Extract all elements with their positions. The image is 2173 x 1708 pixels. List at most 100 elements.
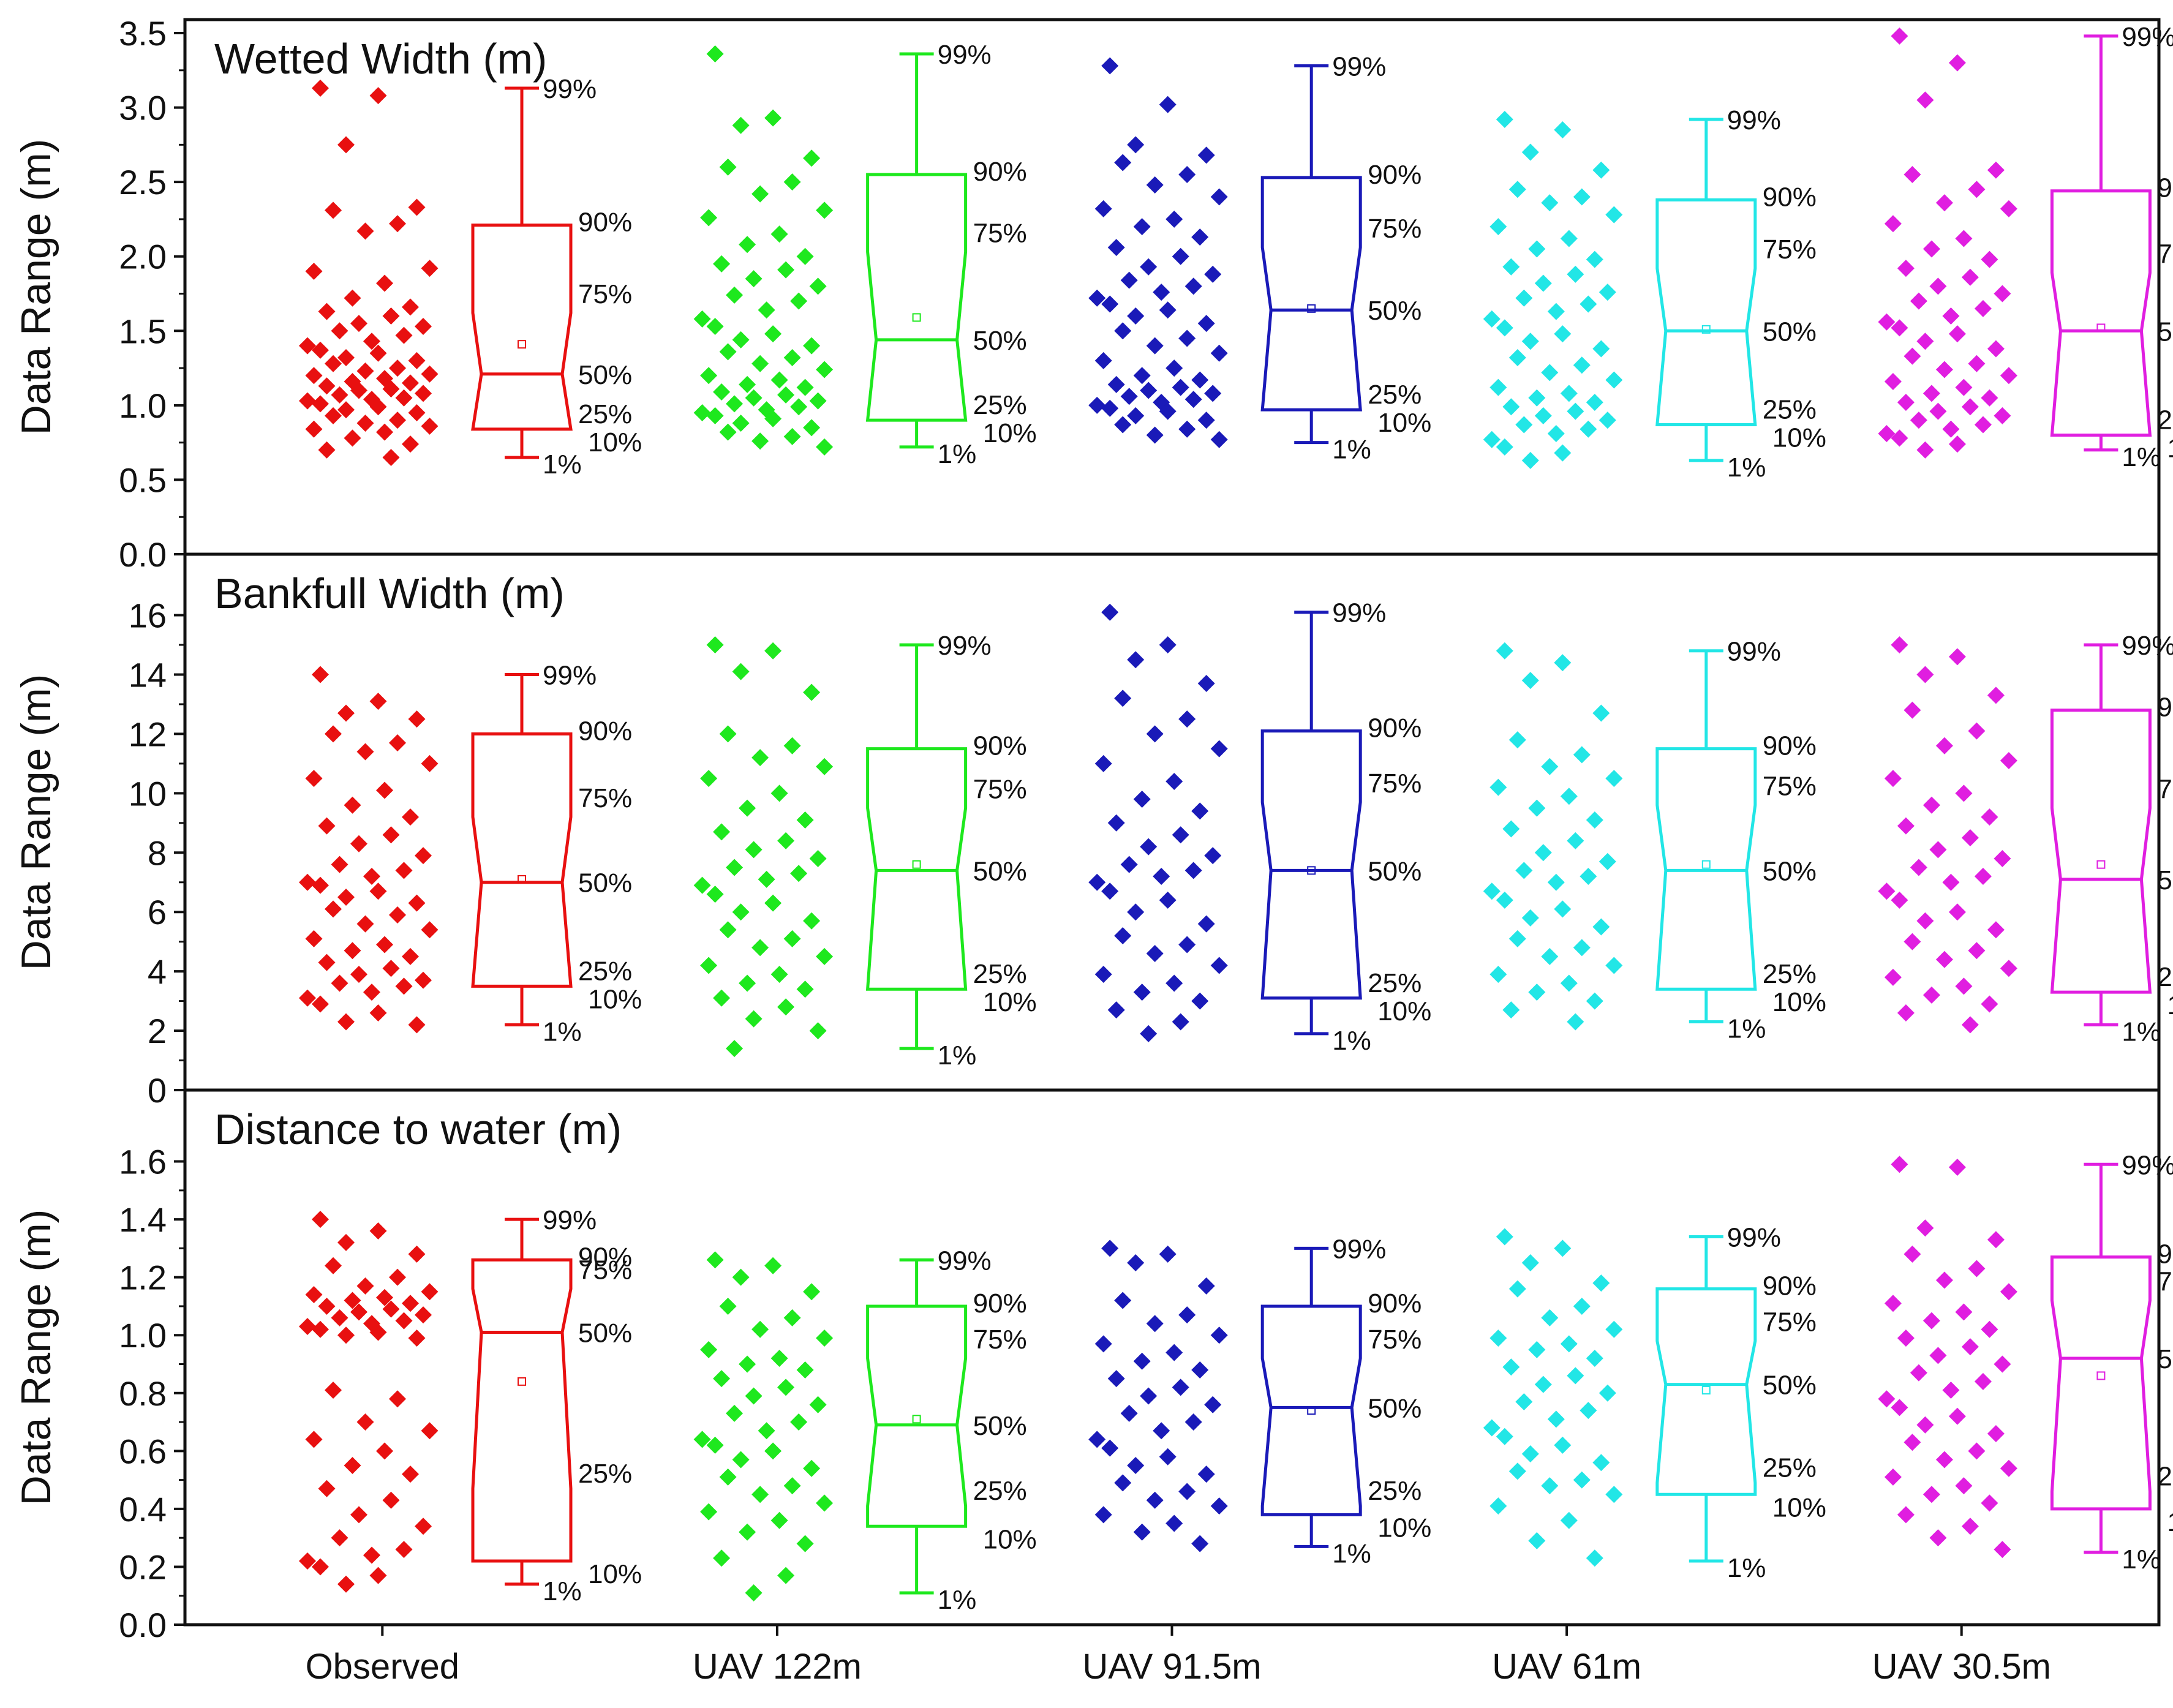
data-point xyxy=(777,1567,795,1584)
data-point xyxy=(1204,1396,1222,1413)
percentile-label: 75% xyxy=(1763,1307,1817,1337)
data-point xyxy=(421,417,439,435)
data-point xyxy=(382,307,400,325)
data-point xyxy=(1521,909,1539,927)
data-point xyxy=(331,974,348,992)
data-point xyxy=(1114,1474,1132,1492)
mean-marker xyxy=(1701,1386,1711,1395)
data-point xyxy=(783,427,801,445)
data-point xyxy=(1127,307,1145,325)
percentile-label: 25% xyxy=(1368,1476,1422,1506)
data-point xyxy=(1948,903,1966,921)
data-point xyxy=(1094,200,1112,217)
percentile-label: 25% xyxy=(1763,959,1817,989)
data-point xyxy=(1114,322,1132,340)
data-point xyxy=(751,432,769,450)
percentile-label: 50% xyxy=(2157,1344,2173,1374)
percentile-label: 50% xyxy=(1368,1393,1422,1423)
data-point xyxy=(732,1268,750,1286)
data-point xyxy=(356,222,374,240)
data-point xyxy=(693,876,711,894)
data-point xyxy=(1159,1448,1177,1465)
percentile-label: 50% xyxy=(1763,856,1817,886)
percentile-label: 90% xyxy=(2157,173,2173,203)
data-point xyxy=(299,989,316,1007)
data-point xyxy=(363,984,380,1001)
mean-marker xyxy=(1701,325,1711,334)
data-point xyxy=(1567,832,1584,849)
percentile-label: 50% xyxy=(578,360,632,390)
data-point xyxy=(790,292,808,310)
data-point xyxy=(1496,1228,1513,1246)
data-point xyxy=(331,856,348,873)
data-point xyxy=(726,395,744,413)
data-point xyxy=(395,977,413,995)
data-point xyxy=(1521,451,1539,469)
data-point xyxy=(1101,399,1119,417)
data-point xyxy=(1541,1477,1559,1495)
data-point xyxy=(1166,1344,1183,1361)
data-point xyxy=(739,1355,756,1373)
data-point xyxy=(1146,426,1164,444)
data-point xyxy=(415,1518,432,1535)
data-point xyxy=(796,980,814,998)
data-point xyxy=(1178,329,1196,347)
data-point xyxy=(1942,307,1960,325)
data-point xyxy=(1904,933,1921,950)
data-point xyxy=(1502,1001,1520,1019)
data-point xyxy=(1968,942,1986,960)
data-point xyxy=(1508,349,1526,367)
data-point xyxy=(693,1431,711,1448)
data-point xyxy=(356,415,374,432)
data-point xyxy=(1573,746,1591,764)
percentile-label: 25% xyxy=(1763,394,1817,424)
data-point xyxy=(1127,1456,1145,1474)
y-tick-label: 4 xyxy=(148,952,167,991)
data-point xyxy=(1605,957,1623,974)
data-point xyxy=(700,957,718,974)
percentile-label: 90% xyxy=(1368,1289,1422,1319)
data-point xyxy=(770,371,788,389)
data-point xyxy=(1502,398,1520,416)
box-body xyxy=(1655,1287,1757,1496)
data-point xyxy=(1107,239,1125,257)
percentile-label: 25% xyxy=(2157,1462,2173,1492)
data-point xyxy=(1897,260,1915,277)
data-point xyxy=(719,158,737,176)
data-point xyxy=(1210,1497,1228,1515)
data-point xyxy=(719,725,737,743)
percentile-label: 90% xyxy=(578,208,632,238)
data-point xyxy=(1605,1486,1623,1503)
data-point xyxy=(700,770,718,788)
data-point xyxy=(1483,431,1501,448)
y-tick-label: 6 xyxy=(148,893,167,931)
data-point xyxy=(790,865,808,882)
data-point xyxy=(1127,136,1145,154)
data-point xyxy=(1191,802,1209,820)
data-point xyxy=(693,404,711,422)
data-point xyxy=(1878,1390,1896,1408)
data-point xyxy=(1910,412,1927,429)
data-point xyxy=(1094,352,1112,369)
mean-marker xyxy=(518,875,526,884)
percentile-label: 75% xyxy=(2157,775,2173,805)
data-point xyxy=(1521,672,1539,690)
data-point xyxy=(1891,891,1908,909)
mean-marker xyxy=(518,1377,526,1386)
data-point xyxy=(1891,429,1908,447)
series-group-uav-91-5m: 99% 90% 75% 50% 25%10%1% xyxy=(1088,51,1431,465)
data-point xyxy=(770,225,788,243)
data-point xyxy=(693,310,711,328)
data-point xyxy=(770,965,788,983)
data-point xyxy=(325,201,342,219)
data-point xyxy=(1088,396,1106,414)
data-point xyxy=(783,1477,801,1495)
y-tick-label: 14 xyxy=(129,655,167,694)
percentile-label: 90% xyxy=(1763,1271,1817,1301)
percentile-label: 50% xyxy=(578,868,632,898)
y-axis-label: Data Range (m) xyxy=(13,1210,59,1506)
percentile-label: 25% xyxy=(973,959,1027,989)
data-point xyxy=(1172,247,1189,265)
data-point xyxy=(1974,299,1992,317)
data-point xyxy=(305,1286,323,1304)
